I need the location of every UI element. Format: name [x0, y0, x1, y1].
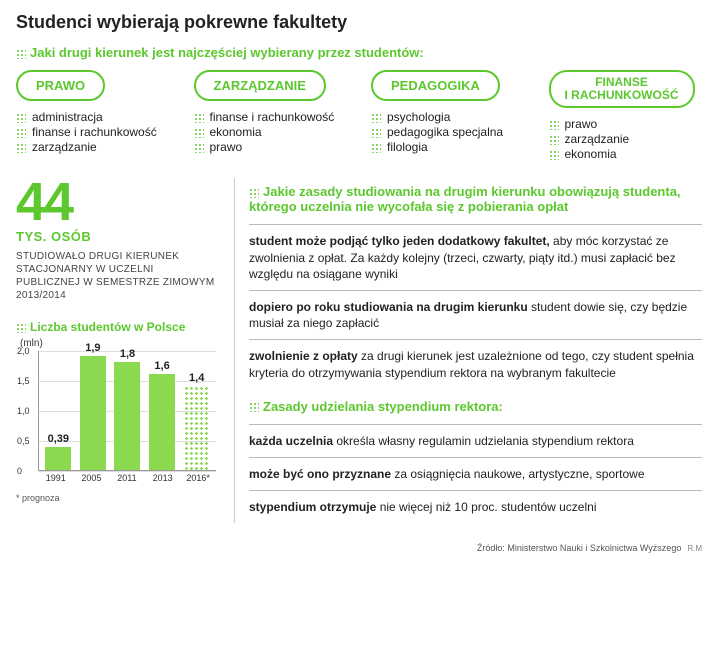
bar-rect	[184, 386, 210, 470]
faculty-block: PRAWO administracjafinanse i rachunkowość…	[16, 70, 170, 162]
faculty-block: PEDAGOGIKA psychologiapedagogika specjaln…	[371, 70, 525, 162]
y-axis-label: 1,5	[17, 376, 30, 386]
faculty-subitem: administracja	[16, 110, 170, 124]
chart-footnote: * prognoza	[16, 493, 216, 503]
source-text: Źródło: Ministerstwo Nauki i Szkolnictwa…	[477, 543, 702, 553]
bar-value-label: 1,8	[120, 348, 135, 360]
x-axis-label: 2013	[148, 473, 178, 483]
chart-title: Liczba studentów w Polsce	[16, 320, 216, 334]
bar-column: 0,39	[43, 433, 73, 470]
y-axis-label: 0	[17, 466, 22, 476]
bar-column: 1,8	[112, 348, 142, 470]
x-axis-label: 1991	[41, 473, 71, 483]
page-title: Studenci wybierają pokrewne fakultety	[16, 12, 702, 33]
bar-column: 1,9	[78, 342, 108, 470]
faculty-subitem: ekonomia	[549, 147, 703, 161]
bar-value-label: 1,9	[85, 342, 100, 354]
faculty-subitem: zarządzanie	[549, 132, 703, 146]
faculty-subitem: psychologia	[371, 110, 525, 124]
big-number: 44	[16, 178, 216, 227]
big-number-unit: TYS. OSÓB	[16, 229, 216, 244]
faculty-subitem: ekonomia	[194, 125, 348, 139]
rule-item: stypendium otrzymuje nie więcej niż 10 p…	[249, 490, 702, 523]
y-axis-label: 2,0	[17, 346, 30, 356]
faculty-pill: ZARZĄDZANIE	[194, 70, 326, 101]
faculty-block: ZARZĄDZANIE finanse i rachunkowośćekonomi…	[194, 70, 348, 162]
bar-rect	[80, 356, 106, 470]
rule-item: każda uczelnia określa własny regulamin …	[249, 424, 702, 457]
y-axis-label: 1,0	[17, 406, 30, 416]
faculty-subitem: finanse i rachunkowość	[194, 110, 348, 124]
rules2-heading: Zasady udzielania stypendium rektora:	[249, 399, 702, 414]
rule-item: może być ono przyznane za osiągnięcia na…	[249, 457, 702, 490]
bar-value-label: 1,4	[189, 372, 204, 384]
y-axis-label: 0,5	[17, 436, 30, 446]
bar-value-label: 0,39	[48, 433, 69, 445]
faculty-block: FINANSEI RACHUNKOWOŚĆ prawozarządzanieeko…	[549, 70, 703, 162]
bar-column: 1,4	[182, 372, 212, 470]
faculty-pill: PEDAGOGIKA	[371, 70, 500, 101]
faculty-subitem: zarządzanie	[16, 140, 170, 154]
faculties-heading: Jaki drugi kierunek jest najczęściej wyb…	[16, 45, 702, 60]
faculty-subitem: prawo	[549, 117, 703, 131]
faculty-subitem: filologia	[371, 140, 525, 154]
bar-rect	[114, 362, 140, 470]
bar-column: 1,6	[147, 360, 177, 470]
x-axis-label: 2016*	[183, 473, 213, 483]
bar-rect	[149, 374, 175, 470]
rules1-heading: Jakie zasady studiowania na drugim kieru…	[249, 184, 702, 214]
faculty-subitem: finanse i rachunkowość	[16, 125, 170, 139]
bar-chart: 00,51,01,52,00,391,91,81,61,4	[38, 351, 216, 471]
x-axis-label: 2011	[112, 473, 142, 483]
rule-item: dopiero po roku studiowania na drugim ki…	[249, 290, 702, 339]
faculty-subitem: pedagogika specjalna	[371, 125, 525, 139]
faculty-pill: PRAWO	[16, 70, 105, 101]
faculty-pill: FINANSEI RACHUNKOWOŚĆ	[549, 70, 695, 108]
faculty-subitem: prawo	[194, 140, 348, 154]
rule-item: zwolnienie z opłaty za drugi kierunek je…	[249, 339, 702, 388]
big-number-desc: STUDIOWAŁO DRUGI KIERUNEK STACJONARNY W …	[16, 250, 216, 302]
bar-value-label: 1,6	[154, 360, 169, 372]
faculties-row: PRAWOadministracjafinanse i rachunkowość…	[16, 70, 702, 162]
x-axis-label: 2005	[76, 473, 106, 483]
bar-rect	[45, 447, 71, 470]
rule-item: student może podjąć tylko jeden dodatkow…	[249, 224, 702, 290]
